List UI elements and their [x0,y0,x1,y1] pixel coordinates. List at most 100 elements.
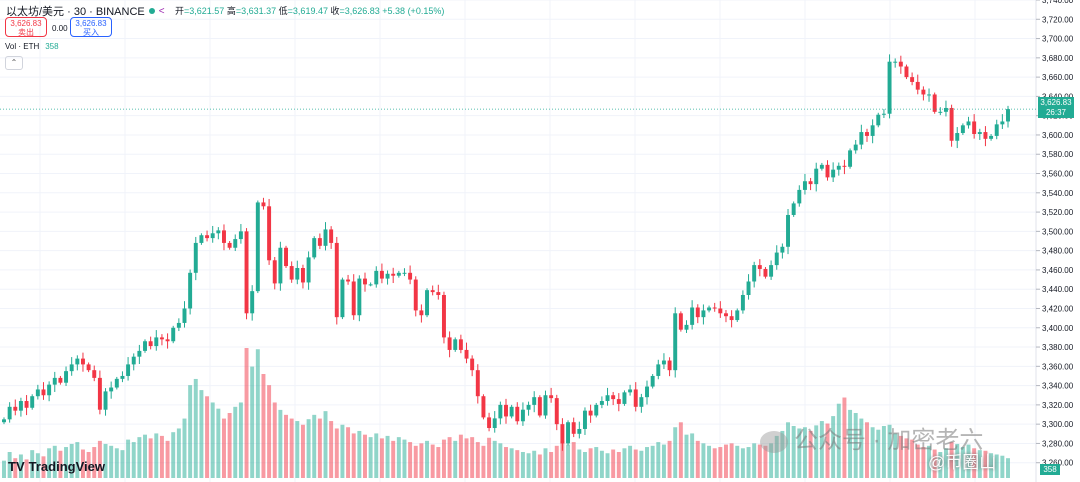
candle-body [222,230,226,243]
candle-body [645,386,649,398]
volume-tag: 358 [1040,464,1060,475]
price-axis[interactable]: 3,260.00 3,280.00 3,300.00 3,320.00 3,340.00… [1036,0,1074,468]
candle-body [594,404,599,416]
candle-body [120,375,125,379]
volume-bar [447,437,452,478]
volume-bar [633,449,638,478]
candle-body [447,337,452,350]
chevron-up-icon[interactable]: ⌃ [5,56,23,70]
candle-body [921,89,926,95]
volume-bar [306,419,311,478]
volume-bar [137,437,142,478]
volume-bar [943,448,948,478]
volume-bar [983,450,988,478]
candle-body [458,339,463,350]
candle-body [41,389,46,396]
countdown-value: 26:37 [1045,108,1067,117]
candle-body [233,239,238,248]
candle-body [199,235,204,243]
volume-bar [898,435,903,478]
last-price-tag: 3,626.83 26:37 [1038,97,1074,118]
candle-body [735,310,740,321]
volume-bar [165,440,170,478]
symbol-title[interactable]: 以太坊/美元 · 30 · BINANCE < [6,3,165,19]
volume-bar [994,454,999,478]
candle-body [639,397,644,407]
volume-bar [346,427,351,478]
volume-bar [436,447,441,478]
volume-bar [109,445,114,478]
volume-bar [312,414,317,478]
candle-body [154,337,159,347]
spread-value: 0.00 [52,24,68,33]
candle-body [955,133,960,141]
ohlc-low-value: =3,619.47 [287,6,328,16]
volume-bar [419,443,424,478]
volume-bar [718,447,723,478]
candle-body [656,364,661,376]
candle-body [30,396,35,408]
volume-legend[interactable]: Vol · ETH 358 [5,42,59,51]
volume-bar [780,430,785,478]
volume-bar [532,450,537,478]
candle-body [58,377,63,383]
candle-body [599,401,604,405]
market-open-dot-icon [148,8,155,14]
candle-body [317,238,322,246]
tradingview-logo[interactable]: TV TradingView [8,459,105,474]
price-tick-label: 3,440.00 [1042,285,1074,294]
candle-body [408,272,413,280]
candle-body [363,278,367,285]
volume-bar [182,418,187,478]
price-tick-label: 3,660.00 [1042,73,1074,82]
tradingview-label: TradingView [28,459,105,474]
candle-body [261,202,266,207]
candle-body [695,307,700,318]
candle-body [80,358,85,365]
candle-body [159,337,164,340]
candle-body [780,246,785,253]
grid-lines [0,0,1036,482]
price-tick-label: 3,720.00 [1042,15,1074,24]
volume-bar [441,439,446,478]
volume-bar [628,445,633,478]
sell-label: 卖出 [18,28,34,37]
candle-body [628,389,633,393]
candle-body [114,378,119,388]
ohlc-close-value: =3,626.83 +5.38 (+0.15%) [339,6,445,16]
volume-bar [927,445,932,478]
sell-price: 3,626.83 [10,19,42,28]
candle-body [537,397,542,416]
volume-bar [729,443,734,478]
price-tick-label: 3,400.00 [1042,324,1074,333]
volume-bar [639,450,644,478]
candle-body [673,313,678,371]
volume-bar [159,435,164,478]
buy-button[interactable]: 3,626.83 买入 [70,17,112,37]
volume-bar [735,445,740,478]
volume-bar [774,435,779,478]
volume-bar [938,452,943,478]
candle-body [351,281,356,316]
candle-body [870,125,875,136]
volume-bar [571,442,576,478]
volume-bar [769,443,774,478]
volume-bar [267,385,272,478]
price-tick-label: 3,740.00 [1042,0,1074,5]
candle-body [402,272,407,274]
sell-button[interactable]: 3,626.83 卖出 [5,17,47,37]
candle-body [278,247,283,284]
candle-body [176,322,181,328]
share-icon[interactable]: < [158,5,165,17]
volume-bar [80,449,85,478]
candle-body [989,135,994,139]
watermark: 公众号 · 加密老六 [760,420,983,455]
price-tick-label: 3,340.00 [1042,382,1074,391]
candle-body [757,265,762,269]
volume-bar [154,433,159,478]
price-tick-label: 3,540.00 [1042,189,1074,198]
volume-bar [205,396,210,478]
volume-bar [645,447,649,478]
volume-bar [425,440,430,478]
